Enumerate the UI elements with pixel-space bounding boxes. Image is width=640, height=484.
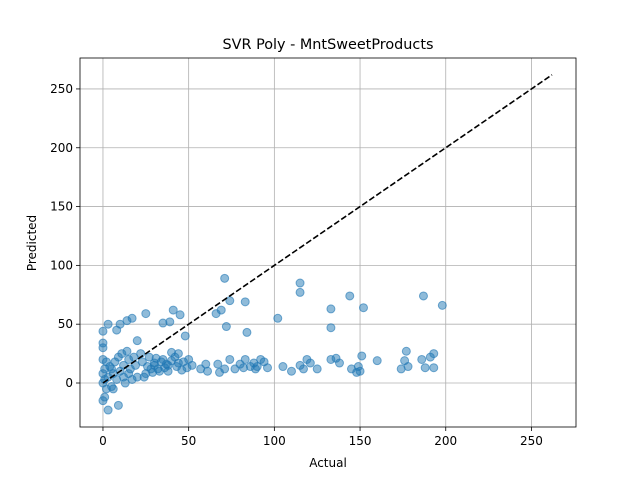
point bbox=[240, 297, 250, 307]
point bbox=[220, 273, 230, 283]
x-axis-label: Actual bbox=[309, 456, 347, 470]
y-tick-label: 250 bbox=[50, 82, 73, 96]
point bbox=[326, 323, 336, 333]
point bbox=[242, 327, 252, 337]
point bbox=[139, 372, 149, 382]
point bbox=[172, 362, 182, 372]
point bbox=[230, 364, 240, 374]
point bbox=[372, 356, 382, 366]
point bbox=[420, 363, 430, 373]
point bbox=[107, 364, 117, 374]
point bbox=[180, 331, 190, 341]
point bbox=[256, 354, 266, 364]
point bbox=[173, 349, 183, 359]
point bbox=[400, 356, 410, 366]
chart-title: SVR Poly - MntSweetProducts bbox=[223, 37, 434, 53]
point bbox=[196, 364, 206, 374]
point bbox=[112, 325, 122, 335]
point bbox=[108, 384, 118, 394]
point bbox=[295, 278, 305, 288]
x-tick-label: 100 bbox=[263, 434, 286, 448]
point bbox=[326, 304, 336, 314]
y-tick-label: 50 bbox=[58, 317, 73, 331]
point bbox=[302, 354, 312, 364]
point bbox=[103, 405, 113, 415]
point bbox=[175, 310, 185, 320]
x-tick-label: 150 bbox=[349, 434, 372, 448]
point bbox=[358, 303, 368, 313]
point bbox=[295, 360, 305, 370]
point bbox=[120, 378, 130, 388]
point bbox=[437, 300, 447, 310]
point bbox=[168, 305, 178, 315]
point bbox=[418, 291, 428, 301]
point bbox=[98, 343, 108, 353]
point bbox=[273, 313, 283, 323]
point bbox=[127, 374, 137, 384]
point bbox=[401, 346, 411, 356]
point bbox=[211, 309, 221, 319]
x-tick-label: 200 bbox=[434, 434, 457, 448]
point bbox=[215, 367, 225, 377]
point bbox=[98, 396, 108, 406]
point bbox=[326, 354, 336, 364]
point bbox=[98, 354, 108, 364]
x-tick-label: 0 bbox=[99, 434, 107, 448]
y-axis-label: Predicted bbox=[25, 215, 39, 271]
point bbox=[132, 336, 142, 346]
point bbox=[396, 364, 406, 374]
x-tick-label: 250 bbox=[520, 434, 543, 448]
x-tick-label: 50 bbox=[181, 434, 196, 448]
point bbox=[346, 364, 356, 374]
plot-frame bbox=[79, 57, 577, 428]
point bbox=[158, 318, 168, 328]
point bbox=[312, 364, 322, 374]
point bbox=[278, 362, 288, 372]
point bbox=[221, 322, 231, 332]
point bbox=[225, 354, 235, 364]
y-tick-label: 200 bbox=[50, 141, 73, 155]
point bbox=[357, 351, 367, 361]
point bbox=[286, 366, 296, 376]
reference-line bbox=[102, 74, 553, 384]
point bbox=[417, 354, 427, 364]
point bbox=[184, 354, 194, 364]
point bbox=[98, 326, 108, 336]
point bbox=[103, 319, 113, 329]
point bbox=[122, 316, 132, 326]
point bbox=[143, 362, 153, 372]
point bbox=[122, 346, 132, 356]
point bbox=[161, 359, 171, 369]
point bbox=[148, 367, 158, 377]
y-tick-label: 150 bbox=[50, 200, 73, 214]
point bbox=[141, 309, 151, 319]
y-tick-label: 100 bbox=[50, 258, 73, 272]
point bbox=[113, 400, 123, 410]
y-tick-label: 0 bbox=[65, 376, 73, 390]
point bbox=[345, 291, 355, 301]
point bbox=[425, 352, 435, 362]
point bbox=[429, 363, 439, 373]
point bbox=[295, 287, 305, 297]
point bbox=[213, 359, 223, 369]
